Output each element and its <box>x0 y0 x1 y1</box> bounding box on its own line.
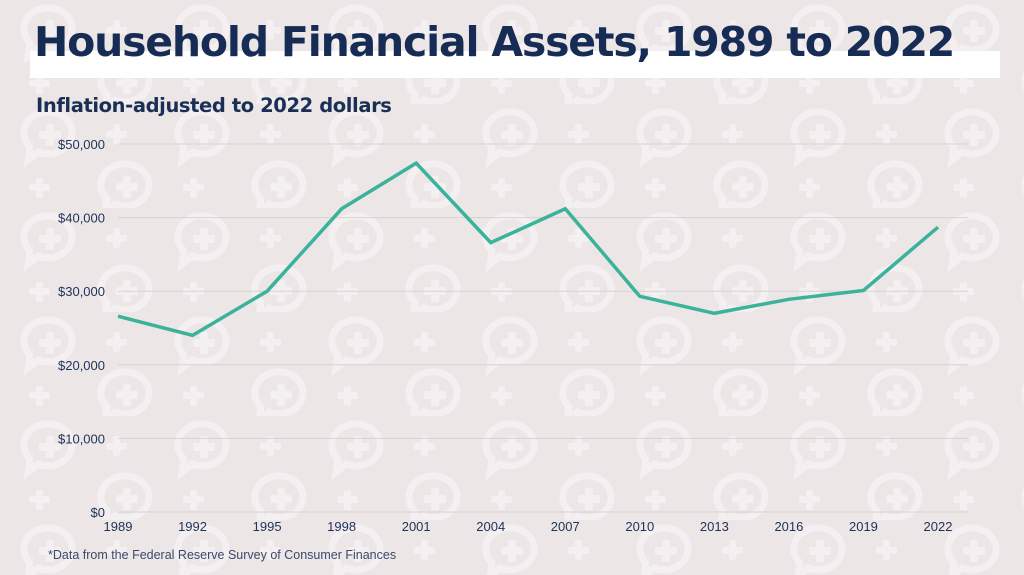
x-tick-label: 1992 <box>178 519 207 534</box>
x-tick-label: 2016 <box>774 519 803 534</box>
chart-subtitle: Inflation-adjusted to 2022 dollars <box>36 94 392 117</box>
x-tick-label: 2019 <box>849 519 878 534</box>
x-tick-label: 2001 <box>402 519 431 534</box>
y-tick-label: $0 <box>91 505 105 520</box>
gridlines <box>118 143 968 513</box>
chart-title: Household Financial Assets, 1989 to 2022 <box>34 18 955 66</box>
data-line <box>117 160 940 338</box>
y-tick-label: $30,000 <box>58 284 105 299</box>
x-tick-label: 2004 <box>476 519 505 534</box>
x-tick-label: 1998 <box>327 519 356 534</box>
y-tick-label: $10,000 <box>58 431 105 446</box>
y-tick-label: $20,000 <box>58 358 105 373</box>
y-axis: $0 $10,000 $20,000 $30,000 $40,000 $50,000 <box>58 137 105 520</box>
x-tick-label: 1995 <box>253 519 282 534</box>
x-axis: 1989 1992 1995 1998 2001 2004 2007 2010 2013 2016… <box>104 519 953 534</box>
x-tick-label: 2022 <box>924 519 953 534</box>
y-tick-label: $50,000 <box>58 137 105 152</box>
source-footnote: *Data from the Federal Reserve Survey of… <box>48 548 397 562</box>
title-highlight-band <box>30 51 1000 78</box>
x-tick-label: 2013 <box>700 519 729 534</box>
x-tick-label: 2010 <box>625 519 654 534</box>
x-tick-label: 2007 <box>551 519 580 534</box>
x-tick-label: 1989 <box>104 519 133 534</box>
y-tick-label: $40,000 <box>58 211 105 226</box>
